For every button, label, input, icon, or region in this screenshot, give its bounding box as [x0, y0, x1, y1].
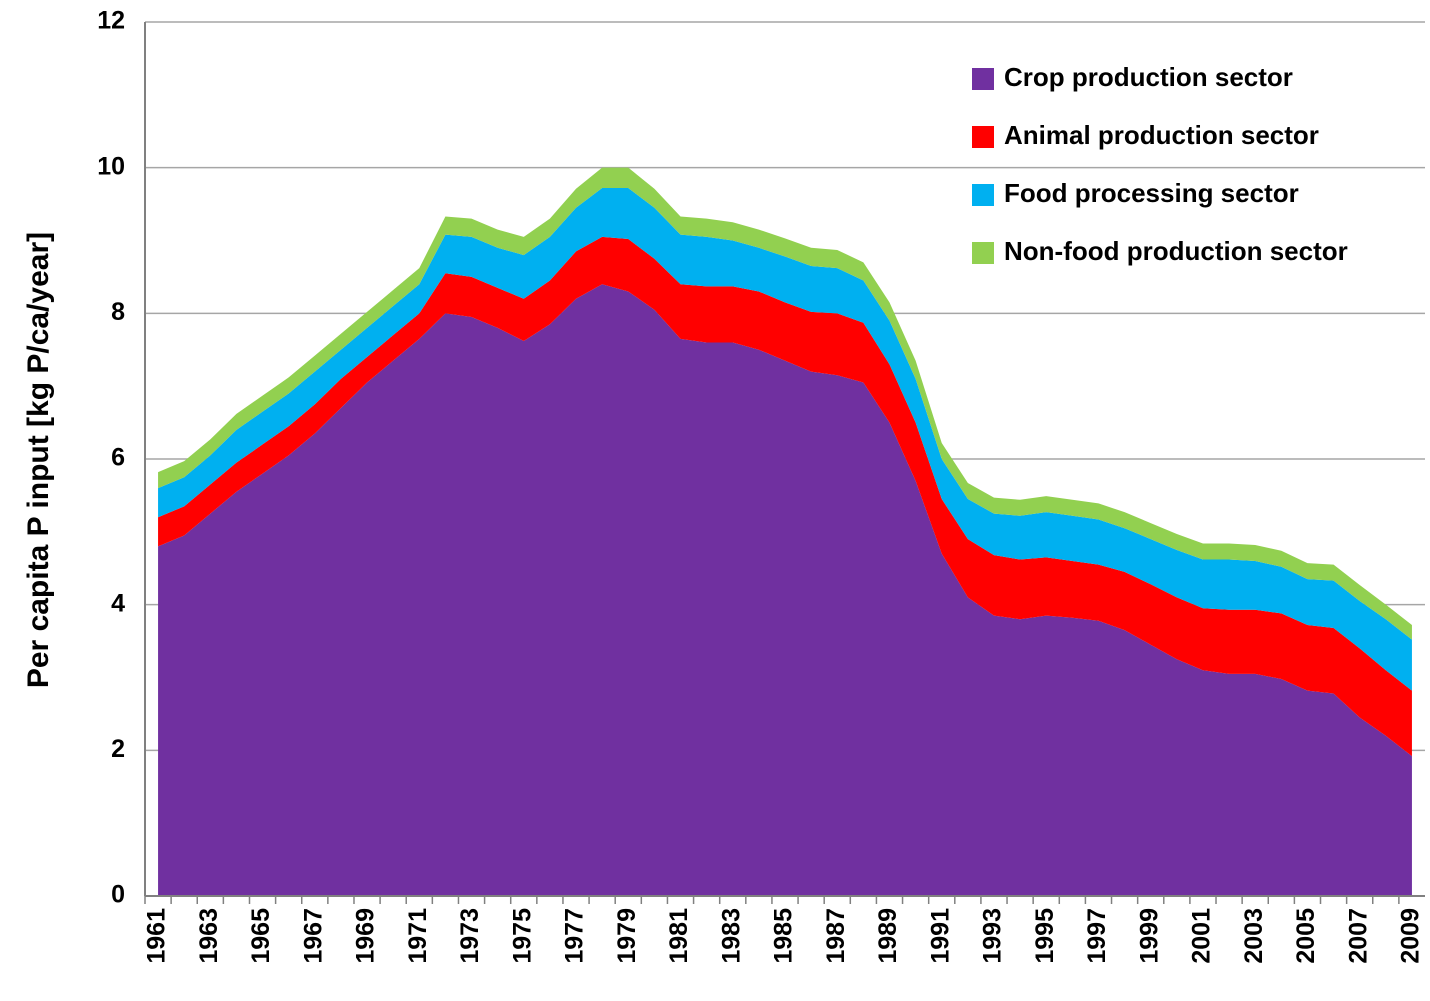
- x-tick-label: 1975: [508, 908, 536, 964]
- x-tick-label: 2007: [1344, 908, 1372, 964]
- x-tick-label: 1967: [299, 908, 327, 964]
- x-tick-label: 1965: [247, 908, 275, 964]
- legend-label: Animal production sector: [1004, 120, 1319, 150]
- legend-swatch: [972, 126, 994, 148]
- x-tick-label: 2001: [1188, 908, 1216, 964]
- x-tick-label: 1961: [143, 908, 171, 964]
- area: [158, 188, 1412, 691]
- x-tick-label: 2009: [1397, 908, 1425, 964]
- y-axis-label: Per capita P input [kg P/ca/year]: [22, 232, 55, 688]
- x-tick-label: 2003: [1240, 908, 1268, 964]
- x-tick-label: 1987: [822, 908, 850, 964]
- legend-label: Food processing sector: [1004, 178, 1299, 208]
- x-tick-label: 2005: [1292, 908, 1320, 964]
- legend-swatch: [972, 242, 994, 264]
- x-tick-label: 1999: [1135, 908, 1163, 964]
- x-tick-label: 1991: [926, 908, 954, 964]
- legend-swatch: [972, 184, 994, 206]
- y-tick-label: 12: [97, 7, 125, 35]
- x-tick-label: 1971: [404, 908, 432, 964]
- x-tick-label: 1983: [717, 908, 745, 964]
- legend-label: Non-food production sector: [1004, 236, 1348, 266]
- x-tick-label: 1963: [195, 908, 223, 964]
- x-tick-label: 1979: [613, 908, 641, 964]
- x-tick-label: 1973: [456, 908, 484, 964]
- x-tick-label: 1977: [561, 908, 589, 964]
- y-tick-label: 0: [111, 881, 125, 909]
- x-tick-label: 1997: [1083, 908, 1111, 964]
- x-tick-label: 1985: [770, 908, 798, 964]
- y-tick-label: 4: [111, 589, 125, 617]
- x-tick-label: 1989: [874, 908, 902, 964]
- area: [158, 284, 1412, 896]
- legend-label: Crop production sector: [1004, 62, 1293, 92]
- y-tick-label: 8: [111, 298, 125, 326]
- y-tick-label: 6: [111, 444, 125, 472]
- legend-swatch: [972, 68, 994, 90]
- x-tick-label: 1981: [665, 908, 693, 964]
- x-tick-label: 1969: [352, 908, 380, 964]
- y-tick-label: 2: [111, 735, 125, 763]
- x-tick-label: 1995: [1031, 908, 1059, 964]
- x-tick-label: 1993: [979, 908, 1007, 964]
- area: [158, 236, 1412, 757]
- y-tick-label: 10: [97, 152, 125, 180]
